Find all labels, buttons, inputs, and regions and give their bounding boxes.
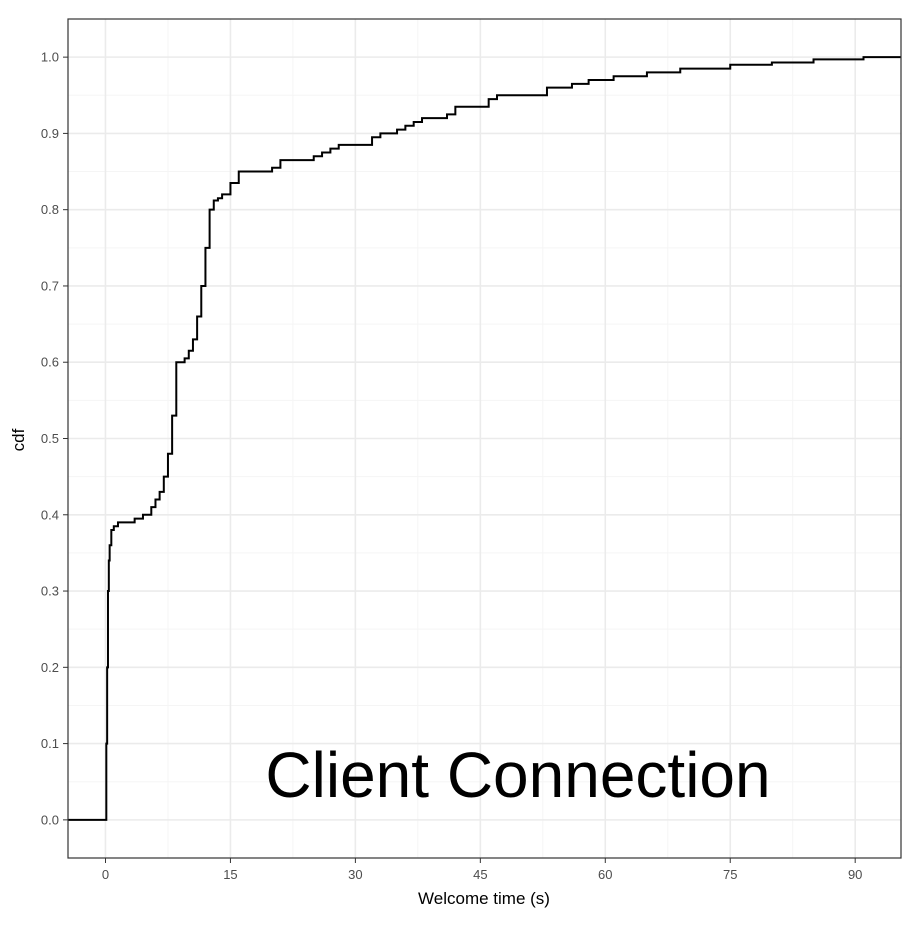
series-layer <box>68 56 901 821</box>
chart-annotation: Client Connection <box>265 739 770 811</box>
x-tick-label: 30 <box>348 867 362 882</box>
y-axis-label: cdf <box>9 428 28 451</box>
x-axis: 0 15 30 45 60 75 90 <box>102 858 862 882</box>
x-tick-label: 75 <box>723 867 737 882</box>
y-tick-label: 1.0 <box>41 50 59 65</box>
y-tick-label: 0.2 <box>41 660 59 675</box>
y-tick-label: 0.3 <box>41 584 59 599</box>
y-tick-label: 0.8 <box>41 202 59 217</box>
major-gridlines <box>68 19 901 858</box>
y-axis: 0.0 0.1 0.2 0.3 0.4 0.5 0.6 0.7 0.8 0.9 1.0 <box>41 50 68 827</box>
y-tick-label: 0.6 <box>41 355 59 370</box>
cdf-step-line <box>68 56 901 821</box>
y-tick-label: 0.5 <box>41 431 59 446</box>
y-tick-label: 0.4 <box>41 507 59 522</box>
x-tick-label: 90 <box>848 867 862 882</box>
y-tick-label: 0.9 <box>41 126 59 141</box>
x-tick-label: 60 <box>598 867 612 882</box>
x-tick-label: 45 <box>473 867 487 882</box>
y-tick-label: 0.1 <box>41 736 59 751</box>
minor-gridlines <box>68 19 901 858</box>
x-tick-label: 15 <box>223 867 237 882</box>
x-tick-label: 0 <box>102 867 109 882</box>
x-axis-label: Welcome time (s) <box>418 889 550 908</box>
y-tick-label: 0.7 <box>41 278 59 293</box>
y-tick-label: 0.0 <box>41 812 59 827</box>
